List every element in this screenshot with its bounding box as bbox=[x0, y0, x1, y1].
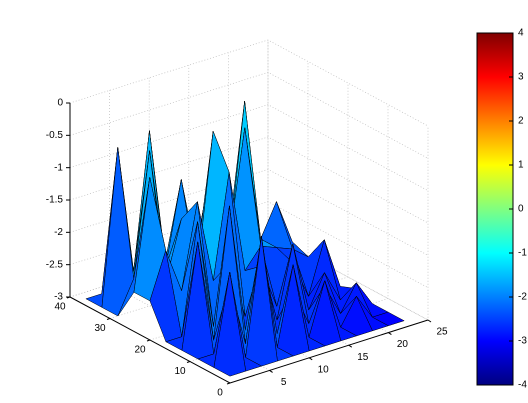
colorbar-tick-label: -4 bbox=[518, 380, 527, 391]
surface bbox=[85, 101, 405, 377]
z-tick-label: 0 bbox=[57, 98, 63, 109]
y-tick-label: 10 bbox=[174, 366, 186, 377]
colorbar-tick-label: 4 bbox=[518, 28, 524, 39]
colorbar-tick-label: -2 bbox=[518, 292, 527, 303]
x-tick bbox=[269, 369, 273, 373]
y-tick-label: 20 bbox=[134, 345, 146, 356]
z-tick-label: -2 bbox=[54, 227, 63, 238]
x-tick bbox=[308, 357, 313, 361]
grid-line bbox=[267, 40, 429, 321]
x-tick-label: 5 bbox=[281, 377, 287, 388]
grid-line bbox=[69, 104, 429, 191]
z-tick-label: -2.5 bbox=[46, 259, 64, 270]
x-tick-label: 25 bbox=[436, 327, 448, 338]
surface-face bbox=[213, 271, 247, 377]
y-tick bbox=[186, 361, 191, 363]
z-tick-label: -1 bbox=[54, 162, 63, 173]
x-axis bbox=[229, 319, 429, 384]
y-tick bbox=[146, 339, 151, 342]
grid-line bbox=[69, 39, 429, 127]
grid-line bbox=[69, 136, 429, 224]
z-tick-label: -3 bbox=[54, 292, 63, 303]
colorbar bbox=[476, 32, 514, 386]
x-tick-label: 20 bbox=[397, 339, 409, 350]
y-tick bbox=[226, 382, 231, 385]
y-tick-label: 0 bbox=[217, 388, 223, 399]
colorbar-tick-label: 2 bbox=[518, 116, 524, 127]
colorbar-tick-label: -1 bbox=[518, 248, 527, 259]
x-tick-label: 10 bbox=[318, 364, 330, 375]
colorbar-tick-label: 1 bbox=[518, 160, 524, 171]
x-tick bbox=[427, 319, 432, 323]
x-tick-label: 15 bbox=[357, 352, 369, 363]
x-tick bbox=[388, 332, 392, 336]
z-tick-label: -0.5 bbox=[46, 130, 64, 141]
colorbar-tick-label: -3 bbox=[518, 336, 527, 347]
y-tick-label: 30 bbox=[94, 323, 106, 334]
y-tick bbox=[106, 318, 111, 320]
y-tick-label: 40 bbox=[54, 302, 66, 313]
colorbar-tick-label: 0 bbox=[518, 204, 524, 215]
colorbar-tick-label: 3 bbox=[518, 72, 524, 83]
z-tick-label: -1.5 bbox=[46, 195, 64, 206]
x-tick bbox=[348, 344, 353, 348]
